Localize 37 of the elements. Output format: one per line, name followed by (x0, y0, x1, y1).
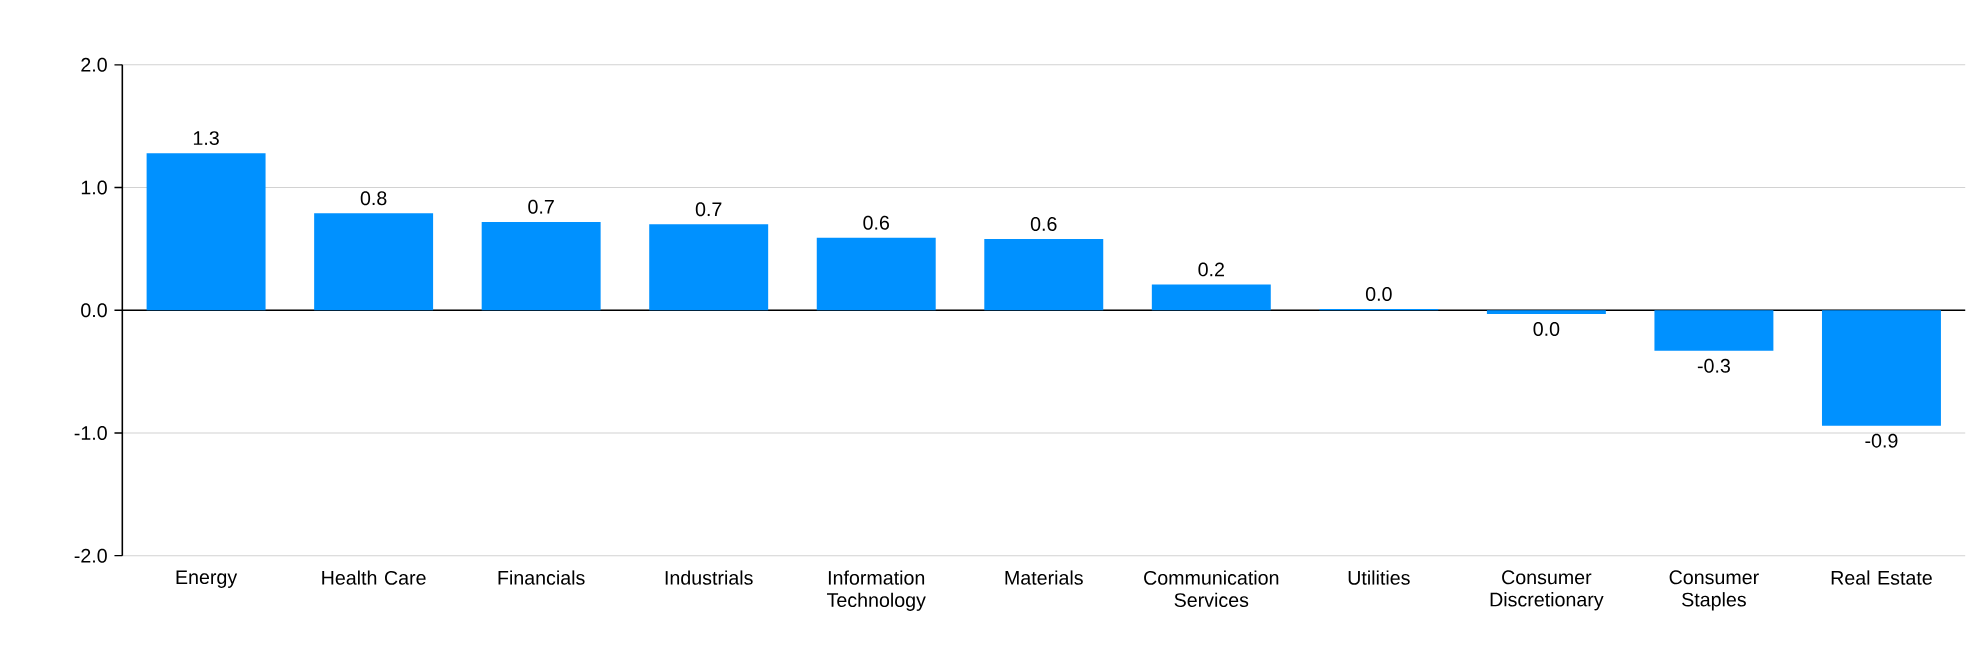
bar (1151, 284, 1271, 311)
data-label: 0.2 (1198, 262, 1224, 277)
data-label: 0.6 (1030, 217, 1057, 232)
y-tick-label: -1.0 (74, 426, 107, 441)
data-label: 1.3 (193, 131, 219, 146)
data-label: 0.6 (863, 215, 890, 230)
x-tick-label: Communication Services (1144, 570, 1279, 608)
x-tick-label: Health Care (322, 570, 426, 585)
x-tick-label: Utilities (1348, 570, 1410, 585)
bar (314, 213, 434, 311)
bar (481, 222, 601, 311)
x-tick-label: Information Technology (826, 570, 926, 612)
y-tick-label: 0.0 (81, 303, 107, 318)
bar (984, 239, 1104, 311)
x-tick-label: Materials (1005, 570, 1083, 585)
x-tick-label: Consumer Staples (1669, 570, 1759, 611)
data-label: 0.7 (528, 200, 554, 214)
bar (649, 224, 769, 311)
y-tick-label: -2.0 (74, 548, 107, 563)
x-tick-label: Energy (176, 570, 238, 589)
x-tick-label: Industrials (665, 570, 753, 585)
x-tick-label: Real Estate (1831, 570, 1932, 585)
bar (1654, 310, 1774, 351)
y-tick-label: 2.0 (81, 57, 107, 72)
bar (1821, 310, 1941, 426)
data-label: 0.7 (695, 202, 722, 217)
y-tick-label: 1.0 (81, 180, 107, 195)
data-label: 0.0 (1365, 287, 1392, 302)
bar (146, 153, 266, 311)
bar (1486, 310, 1606, 315)
x-tick-label: Financials (498, 570, 585, 585)
data-label: 0.0 (1533, 322, 1560, 337)
x-tick-label: Consumer Discretionary (1490, 570, 1604, 611)
data-label: -0.3 (1697, 359, 1730, 373)
data-label: 0.8 (360, 191, 387, 206)
data-label: -0.9 (1865, 433, 1898, 448)
bar (816, 237, 936, 311)
